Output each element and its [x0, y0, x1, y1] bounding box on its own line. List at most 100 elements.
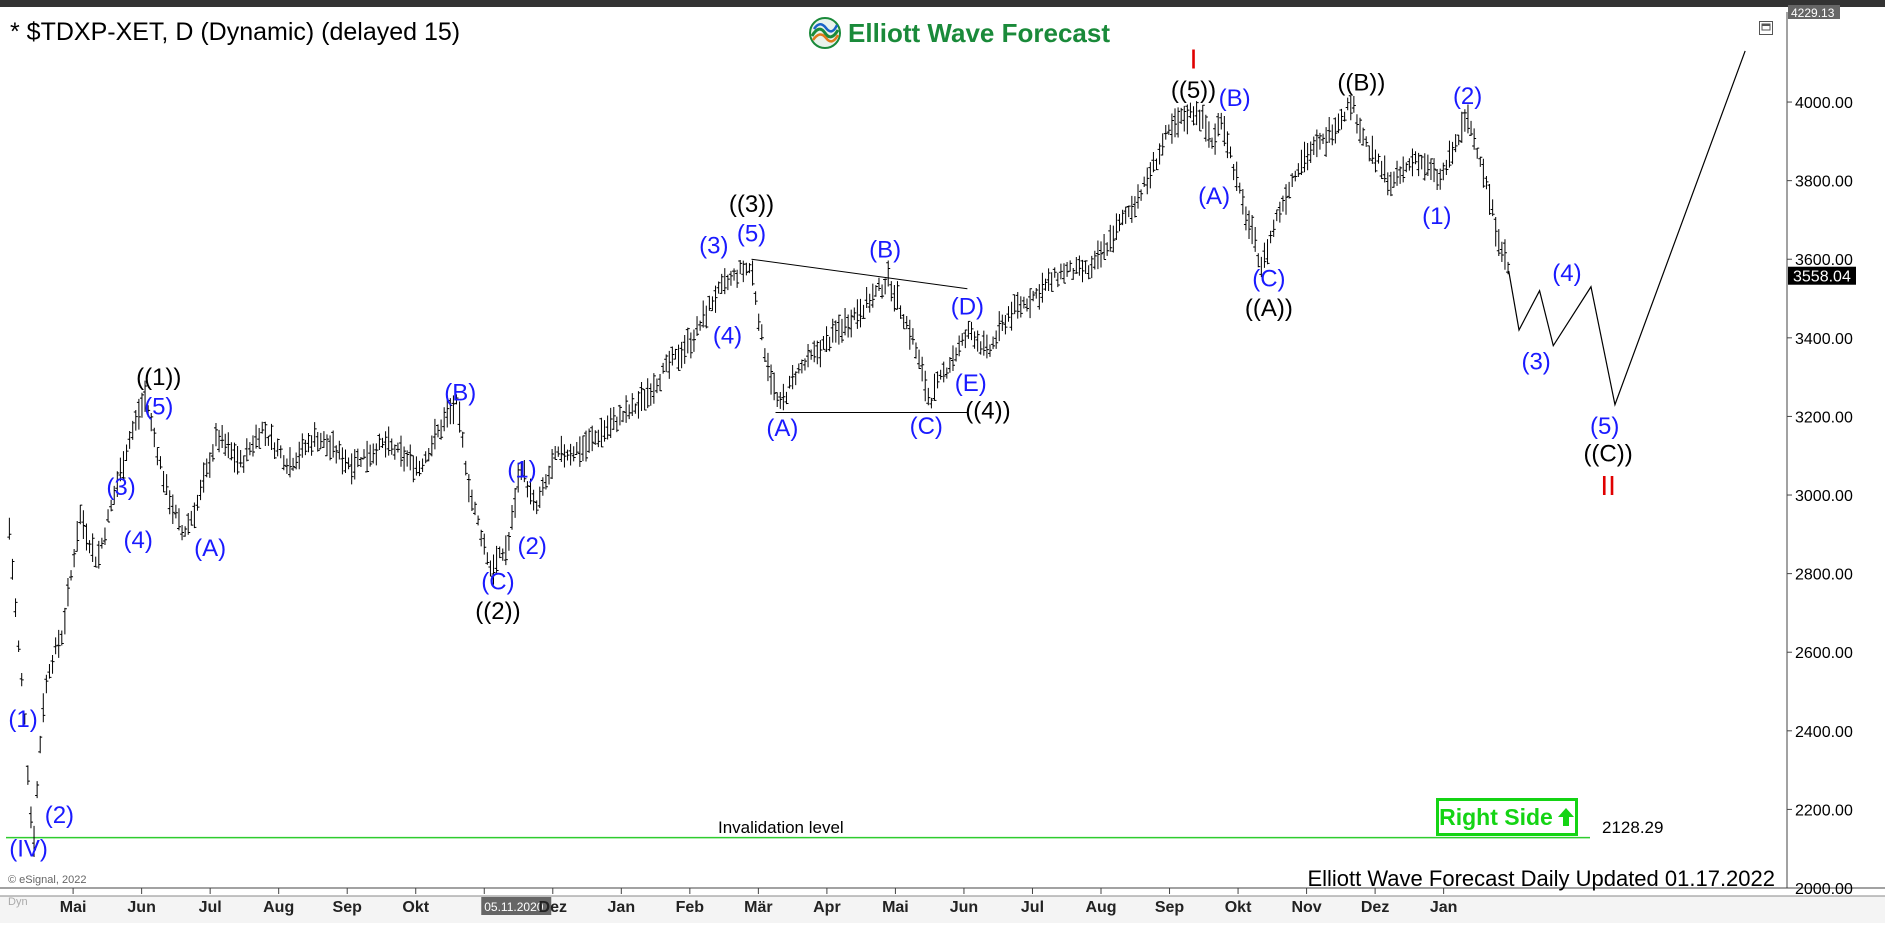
ohlc-bar	[1197, 109, 1202, 132]
wave-label: (A)	[194, 535, 226, 562]
ohlc-bar	[624, 395, 629, 423]
ohlc-bar	[1373, 149, 1378, 173]
ohlc-bar	[1419, 154, 1424, 170]
ohlc-bar	[448, 398, 453, 425]
y-tick-label: 2200.00	[1795, 802, 1853, 819]
ohlc-bar	[1438, 168, 1443, 190]
ohlc-bar	[1111, 225, 1116, 253]
ohlc-bar	[358, 456, 363, 468]
ohlc-bar	[1256, 253, 1261, 268]
ohlc-bar	[238, 449, 243, 468]
ohlc-bar	[1481, 158, 1486, 188]
ohlc-bar	[614, 416, 619, 433]
ohlc-bar	[1145, 167, 1150, 195]
ohlc-bar	[1034, 287, 1039, 299]
ohlc-bar	[654, 378, 659, 394]
ohlc-bar	[386, 426, 391, 456]
wave-label: (1)	[8, 706, 37, 733]
ohlc-bar	[1308, 141, 1313, 163]
ohlc-bar	[281, 455, 286, 471]
ohlc-bar	[136, 398, 141, 430]
ohlc-bar	[1336, 113, 1341, 134]
wave-label: (C)	[1252, 266, 1285, 293]
ohlc-bar	[1247, 210, 1252, 239]
ohlc-bar	[22, 713, 27, 725]
ohlc-bar	[895, 281, 900, 310]
ohlc-bar	[96, 540, 101, 569]
ohlc-bar	[765, 352, 770, 382]
ohlc-bar	[328, 435, 333, 461]
ohlc-bar	[596, 429, 601, 448]
ohlc-bar	[183, 526, 188, 537]
ohlc-bar	[139, 392, 144, 418]
ohlc-bar	[343, 449, 348, 474]
ohlc-bar	[278, 445, 283, 459]
ohlc-bar	[1376, 153, 1381, 164]
ohlc-bar	[849, 309, 854, 338]
ohlc-bar	[1293, 170, 1298, 182]
ohlc-bar	[867, 293, 872, 313]
ohlc-bar	[368, 444, 373, 467]
ohlc-bar	[1425, 154, 1430, 176]
ohlc-bar	[1157, 143, 1162, 165]
ohlc-bar	[821, 336, 826, 350]
wave-label: (3)	[1521, 348, 1550, 375]
wave-label: ((B))	[1337, 69, 1385, 96]
ohlc-bar	[984, 334, 989, 359]
ohlc-bar	[32, 825, 37, 858]
ohlc-bar	[836, 314, 841, 345]
ohlc-bar	[1068, 260, 1073, 272]
ohlc-bar	[506, 532, 511, 551]
ohlc-bar	[408, 444, 413, 471]
ohlc-bar	[1327, 117, 1332, 143]
ohlc-bar	[1037, 284, 1042, 310]
ohlc-bar	[1311, 136, 1316, 155]
ohlc-bar	[796, 363, 801, 374]
ohlc-bar	[661, 362, 666, 374]
ohlc-bar	[1348, 95, 1353, 121]
ohlc-bar	[698, 320, 703, 331]
ohlc-bar	[870, 283, 875, 308]
ohlc-bar	[226, 432, 231, 459]
ohlc-bar	[10, 558, 15, 580]
ohlc-bar	[1105, 242, 1110, 256]
y-tick-label: 3800.00	[1795, 174, 1853, 191]
ohlc-bar	[210, 444, 215, 462]
ohlc-bar	[1496, 229, 1501, 257]
x-tick-label: Aug	[263, 899, 294, 916]
ohlc-bar	[1447, 140, 1452, 168]
ohlc-bar	[926, 387, 931, 406]
expand-icon[interactable]	[1759, 21, 1773, 35]
ohlc-bar	[479, 529, 484, 547]
ohlc-bar	[812, 340, 817, 363]
y-tick-label: 3400.00	[1795, 331, 1853, 348]
ohlc-bar	[537, 486, 542, 509]
ohlc-bar	[886, 260, 891, 287]
ohlc-bar	[1484, 175, 1489, 190]
x-tick-label: Nov	[1291, 899, 1321, 916]
ohlc-bar	[531, 489, 536, 511]
ohlc-bar	[395, 442, 400, 453]
ohlc-bar	[824, 326, 829, 352]
ohlc-bar	[883, 278, 888, 295]
ohlc-bar	[457, 401, 462, 433]
ohlc-bar	[1234, 161, 1239, 191]
ohlc-bar	[1462, 109, 1467, 132]
ohlc-bar	[38, 735, 43, 754]
ohlc-bar	[1074, 256, 1079, 274]
right-side-badge: Right Side	[1436, 798, 1578, 836]
ohlc-bar	[695, 316, 700, 336]
ohlc-bar	[753, 291, 758, 305]
x-tick-label: Mär	[744, 899, 772, 916]
ohlc-bar	[1176, 107, 1181, 138]
triangle-line	[751, 258, 968, 290]
ohlc-bar	[1358, 117, 1363, 144]
ohlc-bar	[950, 345, 955, 371]
right-side-text: Right Side	[1439, 803, 1553, 830]
ohlc-bar	[1166, 124, 1171, 135]
ohlc-bar	[497, 546, 502, 559]
ohlc-bar	[337, 440, 342, 460]
ohlc-bar	[16, 640, 21, 652]
ohlc-bar	[1024, 298, 1029, 312]
